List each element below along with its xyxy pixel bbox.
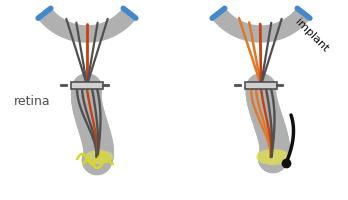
Text: implant: implant bbox=[293, 17, 330, 54]
Bar bbox=[71, 82, 103, 88]
Polygon shape bbox=[212, 8, 310, 42]
Ellipse shape bbox=[256, 149, 290, 165]
Bar bbox=[245, 82, 277, 88]
Ellipse shape bbox=[85, 150, 113, 164]
Polygon shape bbox=[38, 8, 136, 42]
Text: retina: retina bbox=[14, 95, 50, 108]
